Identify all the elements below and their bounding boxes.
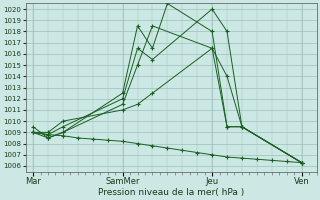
X-axis label: Pression niveau de la mer( hPa ): Pression niveau de la mer( hPa )	[98, 188, 244, 197]
